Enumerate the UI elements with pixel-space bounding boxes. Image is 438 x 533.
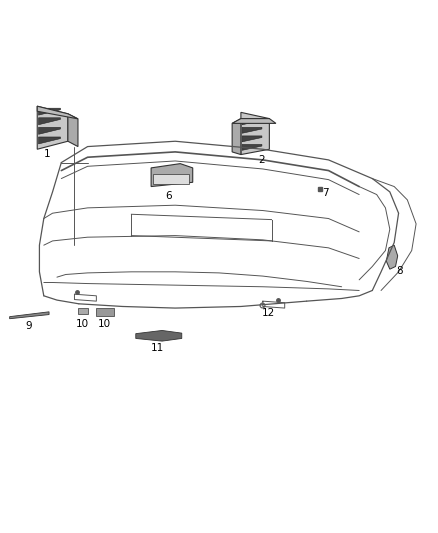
Polygon shape — [39, 127, 60, 134]
Text: 6: 6 — [165, 191, 172, 201]
Bar — [96, 308, 114, 316]
Polygon shape — [39, 108, 60, 115]
Polygon shape — [39, 118, 60, 125]
Text: 8: 8 — [396, 266, 403, 276]
Polygon shape — [37, 106, 78, 119]
Polygon shape — [232, 119, 276, 124]
Polygon shape — [242, 144, 262, 150]
Text: 9: 9 — [25, 321, 32, 331]
Polygon shape — [151, 164, 193, 187]
Text: 12: 12 — [262, 308, 275, 318]
Text: 7: 7 — [321, 188, 328, 198]
Polygon shape — [37, 106, 68, 149]
Polygon shape — [241, 112, 269, 155]
Polygon shape — [10, 312, 49, 319]
Text: 10: 10 — [98, 319, 111, 328]
Text: 11: 11 — [151, 343, 164, 352]
Polygon shape — [242, 127, 262, 133]
Text: 1: 1 — [44, 149, 51, 158]
Polygon shape — [242, 119, 262, 125]
Bar — [153, 174, 189, 184]
Text: 2: 2 — [258, 155, 265, 165]
Bar — [78, 308, 88, 314]
Polygon shape — [232, 119, 241, 155]
Polygon shape — [68, 114, 78, 147]
Polygon shape — [386, 245, 398, 269]
Polygon shape — [136, 330, 182, 341]
Text: 10: 10 — [76, 319, 89, 328]
Polygon shape — [242, 136, 262, 142]
Polygon shape — [39, 137, 60, 144]
